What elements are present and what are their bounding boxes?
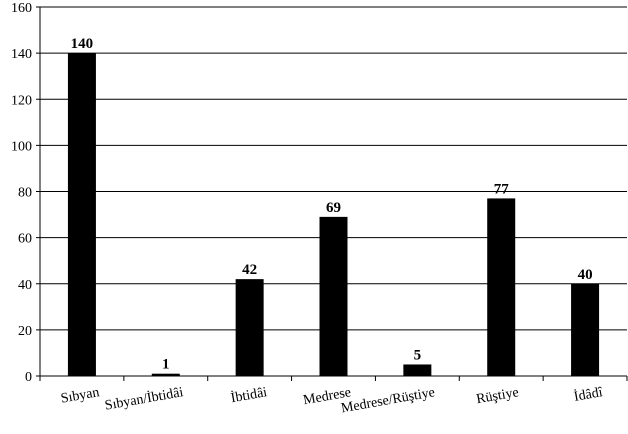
bar — [403, 364, 432, 376]
value-label: 69 — [326, 200, 341, 216]
x-tick-label: Rüştiye — [475, 385, 520, 407]
value-label: 77 — [494, 181, 510, 197]
x-tick-label: Medrese/Rüştiye — [340, 385, 436, 416]
bar — [151, 373, 180, 376]
y-tick-label: 40 — [18, 278, 32, 293]
y-tick-label: 0 — [25, 370, 32, 385]
x-tick-label: İbtidâi — [230, 384, 269, 406]
y-tick-label: 20 — [18, 324, 32, 339]
x-tick-label: İdâdî — [573, 384, 605, 405]
bar — [235, 279, 264, 376]
y-tick-label: 80 — [18, 186, 32, 201]
value-label: 140 — [71, 36, 94, 52]
bar — [487, 198, 516, 376]
value-label: 5 — [414, 347, 422, 363]
value-label: 40 — [578, 267, 593, 283]
bar — [67, 53, 96, 376]
x-tick-label: Sıbyan/İbtidâi — [104, 384, 185, 414]
bar — [571, 283, 600, 376]
bar — [319, 216, 348, 376]
y-tick-label: 140 — [11, 47, 32, 62]
y-tick-label: 100 — [11, 139, 32, 154]
y-tick-label: 160 — [11, 1, 32, 16]
value-label: 42 — [242, 262, 257, 278]
value-label: 1 — [162, 357, 170, 373]
x-tick-label: Sıbyan — [60, 385, 101, 407]
y-tick-label: 120 — [11, 93, 32, 108]
y-tick-label: 60 — [18, 232, 32, 247]
